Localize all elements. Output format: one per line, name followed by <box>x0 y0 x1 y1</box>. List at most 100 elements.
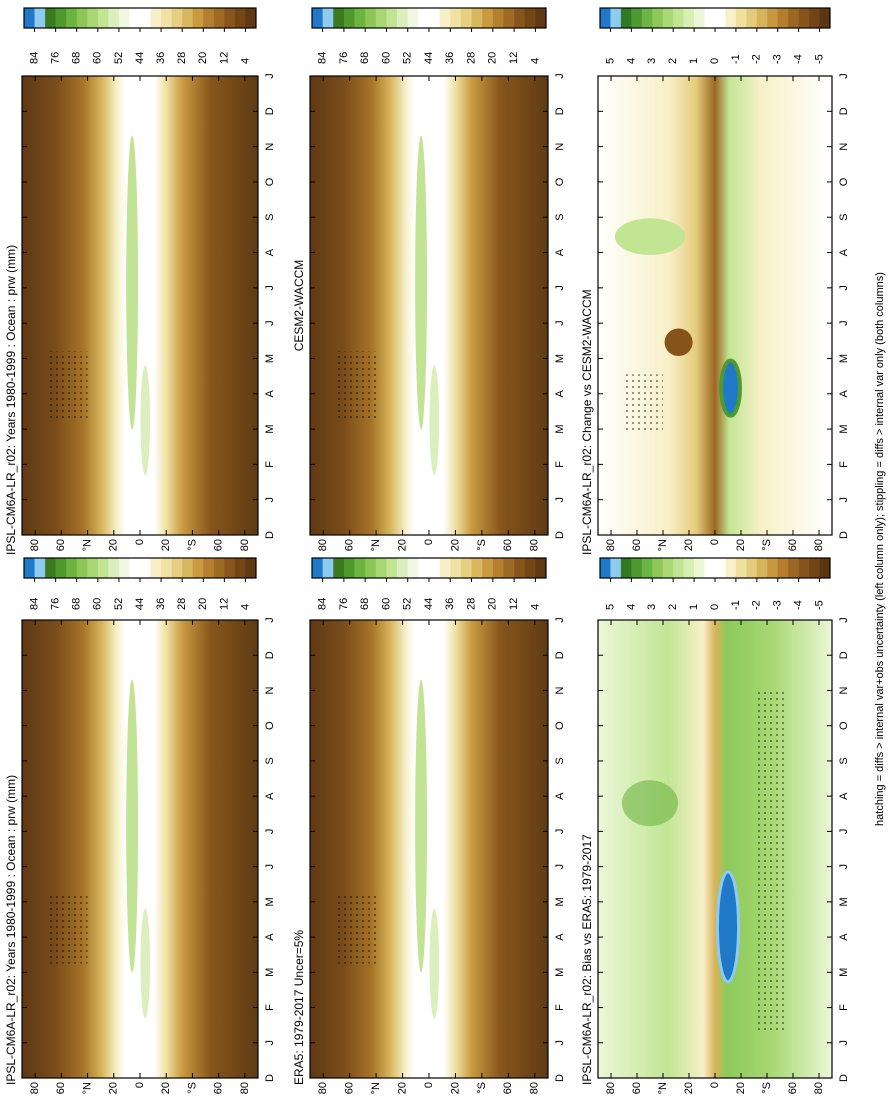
colorbar-label: 68 <box>359 598 371 610</box>
y-tick-label: 60 <box>787 1082 799 1094</box>
colorbar-label: -2 <box>751 54 763 64</box>
colorbar-bin <box>161 8 172 28</box>
colorbar-bin <box>76 558 88 578</box>
colorbar-bin <box>129 558 141 578</box>
colorbar-bin <box>312 8 323 28</box>
y-tick-label: 80 <box>529 539 541 551</box>
colorbar-label: 2 <box>667 604 679 610</box>
colorbar-label: 84 <box>28 598 40 610</box>
x-tick-label: D <box>838 1074 850 1082</box>
colorbar-bin <box>735 558 747 578</box>
x-tick-label: J <box>838 497 850 503</box>
y-tick-label: 80 <box>605 539 617 551</box>
y-tick-label: 60 <box>787 539 799 551</box>
x-tick-label: M <box>264 897 276 906</box>
colorbar-label: 44 <box>423 598 435 610</box>
y-tick-label: 0 <box>134 539 146 545</box>
colorbar-label: 36 <box>444 52 456 64</box>
y-tick-label: °N <box>657 539 669 551</box>
colorbar-bin <box>798 558 810 578</box>
colorbar-bin <box>662 558 674 578</box>
y-tick-label: °N <box>81 539 93 551</box>
x-tick-label: M <box>838 354 850 363</box>
colorbar-label: 52 <box>113 52 125 64</box>
y-tick-label: 60 <box>213 539 225 551</box>
panel-title: IPSL-CM6A-LR_r02: Change vs CESM2-WACCM <box>580 289 594 555</box>
colorbar-bin <box>192 558 204 578</box>
x-tick-label: J <box>264 1040 276 1046</box>
y-tick-label: 20 <box>449 539 461 551</box>
x-tick-label: F <box>838 461 850 468</box>
y-tick-label: 60 <box>55 539 67 551</box>
colorbar-bin <box>203 558 215 578</box>
colorbar-bin <box>652 558 664 578</box>
colorbar-bin <box>24 558 35 578</box>
colorbar-bin <box>397 558 409 578</box>
x-tick-label: A <box>264 933 276 941</box>
contour-field <box>22 620 258 1078</box>
colorbar-bin <box>503 558 515 578</box>
x-tick-label: D <box>838 107 850 115</box>
colorbar-bin <box>620 558 632 578</box>
colorbar-bin <box>631 558 643 578</box>
colorbar-bin <box>641 558 653 578</box>
colorbar-bin <box>673 8 684 28</box>
x-tick-label: N <box>554 143 566 151</box>
x-tick-label: A <box>838 389 850 397</box>
panel-title: IPSL-CM6A-LR_r02: Years 1980-1999 : Ocea… <box>4 245 18 555</box>
colorbar-label: 68 <box>71 52 83 64</box>
field-background <box>598 76 832 535</box>
panel: 80 60 °N 20 0 20 °S 60 80 D J F M A M J J A S O N D J CESM2-WAC… <box>292 7 566 551</box>
colorbar-bin <box>192 8 204 28</box>
y-tick-label: 20 <box>396 539 408 551</box>
colorbar-bin <box>182 558 194 578</box>
colorbar-bin <box>343 558 355 578</box>
colorbar-bin <box>354 558 366 578</box>
colorbar-bin <box>386 8 398 28</box>
colorbar-bin <box>97 8 109 28</box>
y-tick-label: 80 <box>317 539 329 551</box>
x-tick-label: D <box>264 651 276 659</box>
colorbar-bin <box>482 8 494 28</box>
colorbar-label: 4 <box>239 58 251 64</box>
x-tick-label: J <box>554 320 566 326</box>
y-tick-label: 20 <box>160 1082 172 1094</box>
colorbar-label: 36 <box>155 598 167 610</box>
colorbar-bin <box>343 8 355 28</box>
colorbar-bin <box>492 558 504 578</box>
panel-title: IPSL-CM6A-LR_r02: Bias vs ERA5: 1979-201… <box>580 834 594 1085</box>
x-tick-label: A <box>264 248 276 256</box>
x-tick-label: F <box>554 1004 566 1011</box>
colorbar-bin <box>386 558 398 578</box>
x-tick-label: S <box>554 214 566 221</box>
panel: 80 60 °N 20 0 20 °S 60 80 D J F M A M J J A S O N D J IPSL-CM6A… <box>4 557 276 1094</box>
x-tick-label: N <box>838 143 850 151</box>
y-tick-label: °S <box>186 539 198 551</box>
colorbar-bin <box>66 558 78 578</box>
y-tick-label: °S <box>476 1082 488 1094</box>
x-tick-label: J <box>838 320 850 326</box>
colorbar-bin <box>524 558 536 578</box>
change-patch <box>664 328 693 356</box>
contour-field <box>598 76 832 535</box>
colorbar-bin <box>756 8 768 28</box>
colorbar-label: 52 <box>402 52 414 64</box>
panel-title: CESM2-WACCM <box>292 260 306 352</box>
colorbar-label: -5 <box>813 54 825 64</box>
colorbar-bin <box>354 8 366 28</box>
colorbar-bin <box>460 558 472 578</box>
y-tick-label: 0 <box>709 539 721 545</box>
colorbar-bin <box>418 558 430 578</box>
x-tick-label: D <box>838 651 850 659</box>
colorbar-bin <box>788 558 799 578</box>
x-tick-label: J <box>264 617 276 623</box>
x-tick-label: M <box>264 968 276 977</box>
y-tick-label: 20 <box>683 539 695 551</box>
field-background <box>310 76 548 535</box>
colorbar-bin <box>652 8 664 28</box>
x-tick-label: D <box>554 651 566 659</box>
spcz-band <box>140 365 150 476</box>
panel-title: ERA5: 1979-2017 Uncer=5% <box>292 930 306 1085</box>
y-tick-label: °S <box>761 1082 773 1094</box>
